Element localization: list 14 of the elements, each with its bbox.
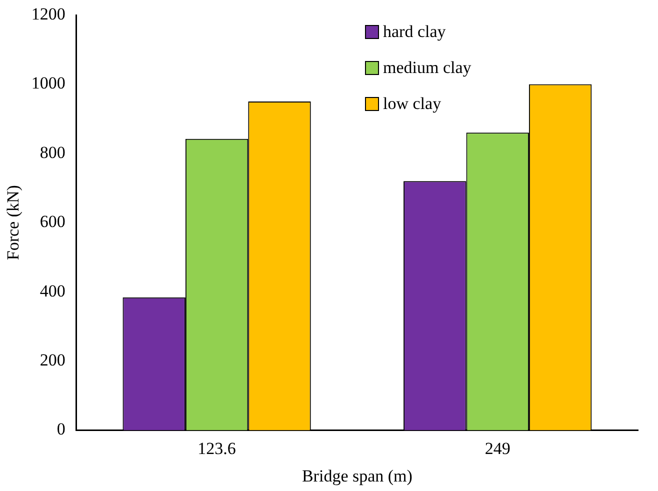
legend-label: hard clay: [383, 22, 446, 42]
y-tick-label: 0: [56, 420, 66, 439]
y-tick-label: 200: [40, 350, 66, 370]
legend-label: low clay: [383, 94, 442, 114]
x-tick-label: 249: [484, 438, 510, 458]
y-axis-title: Force (kN): [4, 185, 23, 260]
y-tick-label: 600: [40, 212, 66, 232]
y-tick-label: 800: [40, 142, 66, 162]
x-tick-label: 123.6: [198, 438, 236, 458]
x-axis-title: Bridge span (m): [302, 466, 412, 486]
y-tick-label: 1200: [31, 4, 66, 24]
y-tick-label: 400: [40, 281, 66, 300]
y-tick-label: 1000: [31, 74, 66, 93]
legend-label: medium clay: [383, 58, 472, 78]
